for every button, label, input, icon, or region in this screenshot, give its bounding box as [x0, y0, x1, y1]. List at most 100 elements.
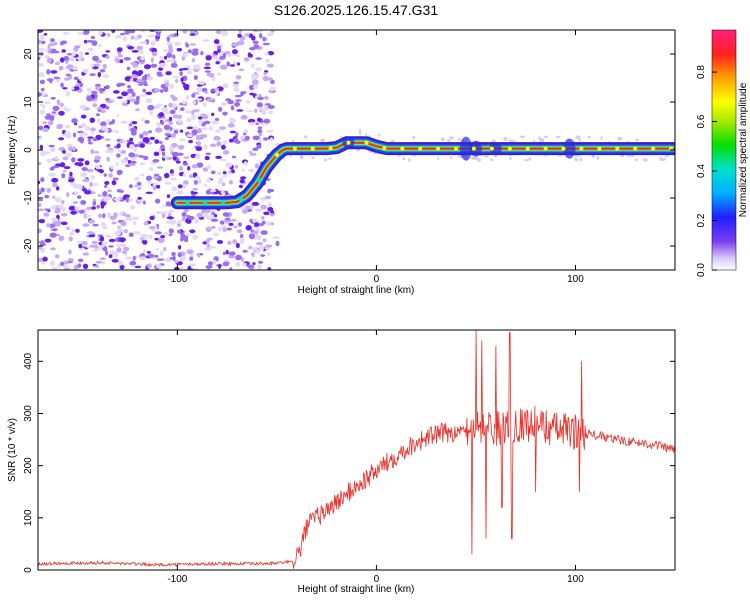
noise-point [538, 136, 541, 140]
noise-point [192, 100, 197, 105]
noise-point [58, 137, 65, 141]
noise-point [171, 96, 178, 102]
noise-point [89, 117, 96, 123]
noise-point [520, 135, 525, 139]
noise-point [81, 167, 88, 171]
noise-point [50, 70, 58, 74]
trace-dot [292, 146, 297, 151]
noise-point [265, 103, 271, 106]
noise-point [116, 153, 121, 158]
noise-point [221, 144, 226, 150]
noise-point [106, 143, 111, 148]
noise-point [233, 137, 239, 144]
noise-point [255, 249, 260, 254]
noise-point [38, 188, 42, 194]
noise-point [148, 130, 153, 134]
noise-point [139, 162, 146, 166]
noise-point [191, 164, 199, 169]
noise-point [77, 258, 84, 262]
noise-point [71, 87, 75, 90]
noise-point [248, 84, 255, 91]
noise-point [189, 33, 196, 36]
noise-point [92, 103, 98, 108]
noise-point [151, 51, 158, 57]
noise-point [262, 75, 269, 82]
noise-point [196, 87, 203, 92]
noise-point [187, 265, 192, 270]
noise-point [66, 226, 70, 230]
noise-point [179, 129, 184, 133]
noise-point [68, 236, 73, 242]
noise-point [106, 33, 111, 37]
noise-point [100, 121, 107, 127]
noise-point [197, 178, 202, 184]
noise-point [252, 40, 259, 45]
noise-point [237, 33, 242, 38]
noise-point [144, 120, 150, 124]
noise-point [229, 267, 233, 270]
noise-point [168, 233, 173, 237]
noise-point [105, 55, 110, 59]
noise-point [235, 254, 242, 261]
noise-point [247, 168, 255, 173]
noise-point [109, 250, 116, 256]
noise-point [108, 254, 113, 259]
noise-point [147, 253, 155, 258]
noise-point [544, 135, 548, 139]
noise-point [94, 264, 99, 268]
x-tick-label: 0 [374, 274, 380, 285]
noise-point [200, 51, 204, 56]
trace-dot [328, 146, 333, 151]
noise-point [99, 69, 106, 73]
noise-point [163, 172, 170, 179]
noise-point [154, 237, 159, 241]
noise-point [149, 111, 154, 116]
noise-point [241, 262, 247, 266]
noise-point [170, 133, 176, 139]
noise-point [79, 132, 84, 137]
noise-point [38, 198, 44, 202]
noise-point [107, 189, 112, 193]
noise-point [40, 87, 45, 92]
noise-point [185, 43, 189, 48]
noise-point [258, 94, 262, 98]
noise-point [121, 91, 128, 97]
noise-point [244, 33, 250, 37]
trace-dot [651, 146, 656, 151]
noise-point [83, 39, 88, 44]
noise-point [130, 127, 138, 132]
noise-point [189, 229, 196, 234]
noise-point [133, 147, 137, 153]
noise-point [263, 211, 271, 216]
noise-point [250, 63, 255, 69]
noise-point [94, 155, 101, 160]
noise-point [102, 74, 110, 78]
noise-point [232, 239, 238, 244]
noise-point [38, 162, 42, 165]
noise-point [97, 194, 101, 197]
noise-point [73, 46, 79, 52]
noise-point [226, 61, 230, 67]
noise-point [263, 72, 267, 76]
noise-point [135, 108, 140, 112]
noise-point [76, 195, 82, 200]
colorbar-tick-label: 0.8 [696, 65, 707, 79]
noise-point [484, 155, 489, 158]
noise-point [68, 249, 72, 255]
noise-point [105, 85, 110, 89]
noise-point [503, 137, 508, 141]
noise-point [182, 30, 188, 34]
noise-point [52, 228, 58, 232]
noise-point [339, 136, 343, 139]
noise-point [268, 110, 274, 114]
noise-point [161, 212, 166, 219]
noise-point [41, 104, 46, 110]
noise-point [117, 96, 123, 99]
noise-point [119, 32, 126, 36]
noise-point [177, 144, 185, 150]
noise-point [234, 94, 242, 98]
x-tick-label: 100 [567, 574, 584, 585]
noise-point [59, 102, 64, 108]
noise-point [193, 75, 198, 80]
